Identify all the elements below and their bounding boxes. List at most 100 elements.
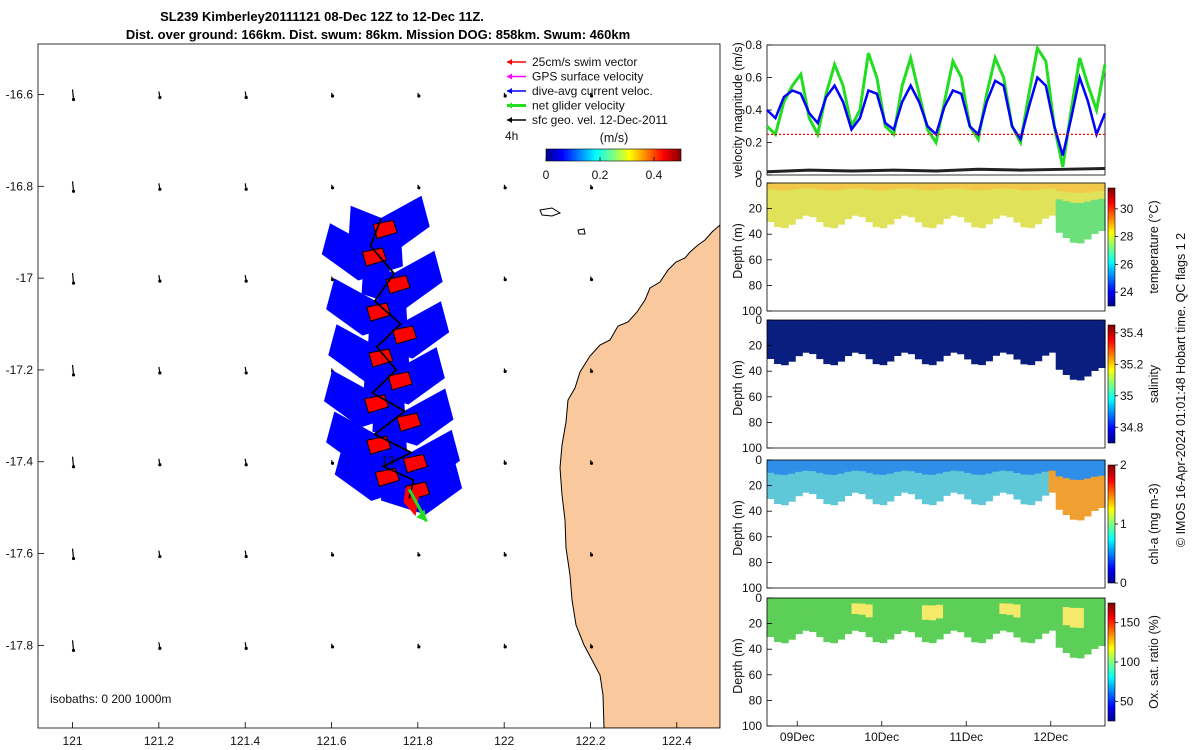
section-cell	[774, 460, 782, 468]
section-cell	[851, 624, 860, 631]
section-cell	[1013, 195, 1022, 204]
section-cell	[1048, 325, 1057, 332]
speed-colorbar	[545, 148, 682, 162]
section-cell	[851, 341, 860, 348]
section-cell	[1090, 361, 1099, 371]
geo-arrow-head	[244, 95, 248, 100]
section-y-label: 80	[749, 415, 763, 429]
section-cell	[1083, 635, 1092, 646]
section-cell	[788, 618, 796, 627]
section-cell	[886, 183, 895, 191]
section-cell	[1076, 460, 1085, 471]
section-cell	[957, 488, 965, 495]
section-cell	[802, 619, 810, 626]
section-cell	[1062, 634, 1071, 644]
section-cell	[1041, 212, 1050, 219]
section-cell	[1083, 347, 1092, 358]
section-cell	[1034, 611, 1043, 619]
section-cell	[865, 195, 874, 203]
colorbar-tick-label: 35	[1120, 389, 1134, 403]
section-cell	[985, 598, 993, 606]
section-cell	[774, 197, 782, 206]
section-cell	[1083, 192, 1092, 203]
geo-arrow-head	[503, 278, 507, 282]
section-cell	[921, 219, 930, 228]
section-cell	[844, 598, 853, 605]
section-cell	[1076, 509, 1085, 521]
section-cell	[1083, 329, 1092, 340]
geo-arrow-head	[330, 461, 335, 465]
section-cell	[985, 353, 993, 362]
section-cell	[858, 620, 867, 627]
section-cell	[992, 183, 1000, 190]
section-cell	[964, 492, 972, 500]
section-cell	[1090, 485, 1099, 495]
section-cell	[872, 349, 881, 357]
section-cell	[767, 202, 775, 210]
section-cell	[936, 487, 944, 495]
section-cell	[1020, 327, 1029, 336]
section-cell	[1006, 488, 1015, 495]
velocity-y-label: 0.6	[745, 71, 762, 85]
island-small	[577, 228, 586, 235]
section-cell	[1041, 477, 1050, 484]
section-cell	[879, 474, 888, 483]
section-cell	[1048, 183, 1057, 189]
geo-arrow-head	[330, 645, 335, 649]
section-cell	[985, 333, 993, 341]
section-cell	[851, 598, 860, 604]
section-cell	[1027, 489, 1036, 498]
legend-arrowhead	[507, 102, 512, 109]
section-cell	[837, 487, 846, 495]
section-cell	[830, 334, 839, 343]
section-cell	[1027, 205, 1036, 214]
section-cell	[900, 336, 909, 343]
colorbar-label: Ox. sat. ratio (%)	[1147, 615, 1161, 709]
section-cell	[795, 200, 803, 208]
section-cell	[1041, 609, 1050, 617]
section-cell	[816, 466, 824, 474]
section-y-label: 80	[749, 555, 763, 569]
section-cell	[900, 624, 909, 631]
section-cell	[1055, 191, 1064, 200]
section-frame	[766, 182, 1106, 312]
section-x-label: 10Dec	[864, 730, 899, 744]
section-cell	[795, 477, 803, 485]
section-cell	[1006, 476, 1015, 484]
legend-label: dive-avg current veloc.	[532, 84, 653, 98]
section-cell	[1006, 620, 1015, 627]
section-cell	[795, 471, 803, 479]
section-cell	[1055, 598, 1064, 607]
section-cell	[1076, 320, 1085, 331]
section-cell	[928, 482, 937, 491]
section-cell	[865, 352, 874, 360]
section-cell	[844, 325, 853, 333]
section-cell	[914, 320, 923, 328]
section-cell	[837, 632, 846, 640]
section-cell	[1090, 191, 1099, 201]
section-cell	[1048, 486, 1057, 493]
section-cell	[872, 496, 881, 505]
section-cell	[1097, 629, 1106, 639]
section-cell	[1013, 492, 1022, 500]
velocity-ylabel: velocity magnitude (m/s)	[731, 42, 745, 177]
section-cell	[950, 598, 958, 604]
section-cell	[886, 598, 895, 606]
colorbar-tick-label: 150	[1120, 616, 1140, 630]
colorbar-tick-label: 26	[1120, 257, 1134, 271]
section-cell	[1090, 183, 1099, 192]
section-cell	[1034, 353, 1043, 362]
section-cell	[1034, 480, 1043, 488]
section-ylabel: Depth (m)	[731, 500, 745, 556]
section-cell	[943, 343, 951, 351]
section-cell	[851, 614, 860, 621]
section-cell	[802, 325, 810, 332]
section-cell	[865, 345, 874, 353]
section-cell	[928, 627, 937, 636]
geo-arrow-head	[503, 645, 507, 649]
section-cell	[1027, 598, 1036, 607]
section-cell	[837, 320, 846, 328]
section-cell	[992, 331, 1000, 339]
section-cell	[914, 485, 923, 493]
section-cell	[1027, 342, 1036, 351]
